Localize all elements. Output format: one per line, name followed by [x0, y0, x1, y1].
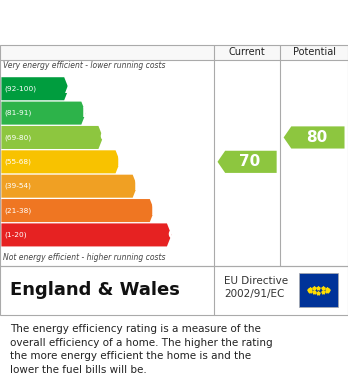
Bar	[0, 45, 348, 60]
Text: C: C	[99, 131, 109, 144]
Text: (1-20): (1-20)	[4, 232, 27, 238]
FancyBboxPatch shape	[299, 273, 338, 307]
Text: Current: Current	[229, 47, 266, 57]
Text: EU Directive
2002/91/EC: EU Directive 2002/91/EC	[224, 276, 288, 300]
Text: Energy Efficiency Rating: Energy Efficiency Rating	[10, 16, 232, 31]
Text: (92-100): (92-100)	[4, 86, 36, 92]
Text: (39-54): (39-54)	[4, 183, 31, 190]
Polygon shape	[1, 199, 154, 222]
Polygon shape	[1, 223, 172, 246]
Text: B: B	[82, 106, 93, 120]
Text: (55-68): (55-68)	[4, 159, 31, 165]
Polygon shape	[1, 126, 103, 149]
Polygon shape	[284, 126, 345, 149]
Text: (21-38): (21-38)	[4, 207, 31, 214]
Text: A: A	[65, 82, 76, 96]
Polygon shape	[1, 102, 86, 125]
Polygon shape	[1, 77, 69, 100]
Text: Potential: Potential	[293, 47, 335, 57]
Text: 80: 80	[306, 130, 327, 145]
Text: (81-91): (81-91)	[4, 110, 32, 117]
Text: England & Wales: England & Wales	[10, 281, 180, 300]
Text: (69-80): (69-80)	[4, 134, 31, 141]
Polygon shape	[218, 151, 277, 173]
Text: The energy efficiency rating is a measure of the
overall efficiency of a home. T: The energy efficiency rating is a measur…	[10, 324, 273, 375]
Text: 70: 70	[239, 154, 260, 169]
Polygon shape	[1, 150, 120, 173]
Text: E: E	[133, 179, 143, 193]
Text: Not energy efficient - higher running costs: Not energy efficient - higher running co…	[3, 253, 166, 262]
Text: F: F	[150, 204, 160, 217]
Polygon shape	[1, 175, 137, 198]
Text: D: D	[116, 155, 128, 169]
Text: G: G	[168, 228, 179, 242]
Text: Very energy efficient - lower running costs: Very energy efficient - lower running co…	[3, 61, 166, 70]
